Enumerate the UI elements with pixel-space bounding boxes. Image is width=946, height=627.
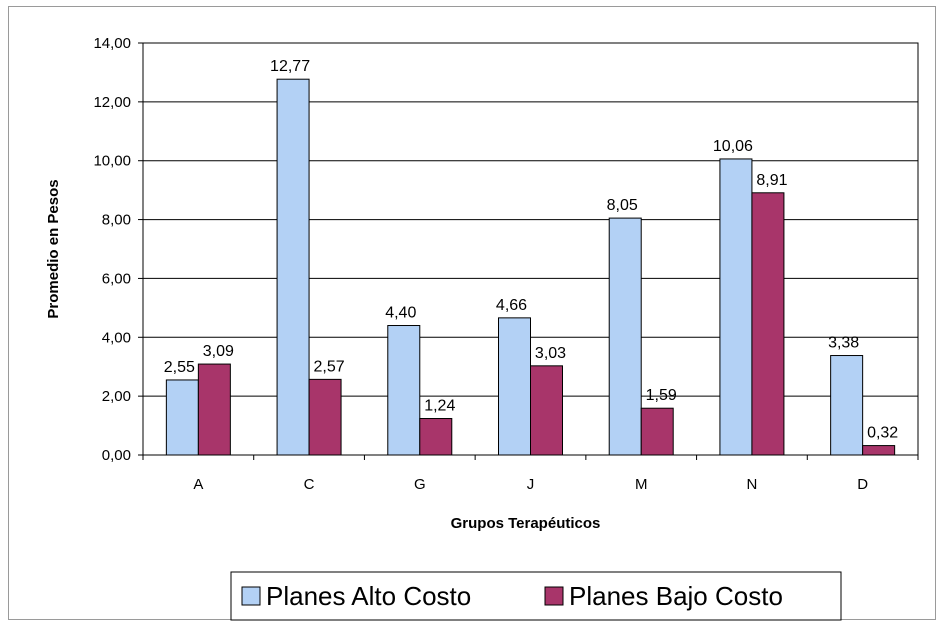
x-tick-label: G (414, 476, 426, 493)
legend-swatch-bajo-costo (544, 586, 564, 606)
x-tick-label: C (304, 476, 315, 493)
data-label: 3,38 (828, 335, 859, 352)
bar-alto-costo (387, 325, 421, 456)
bar-bajo-costo (530, 365, 563, 456)
x-axis-title: Grupos Terapéuticos (451, 515, 601, 532)
bar-alto-costo (830, 355, 864, 456)
x-tick-label: D (857, 476, 868, 493)
bar-alto-costo (276, 78, 310, 456)
data-label: 2,57 (314, 358, 345, 375)
data-label: 1,59 (646, 387, 677, 404)
legend: Planes Alto Costo Planes Bajo Costo (230, 571, 842, 621)
y-axis-title: Promedio en Pesos (45, 179, 62, 318)
bar-bajo-costo (419, 418, 453, 456)
bar-alto-costo (608, 217, 642, 456)
x-tick-label: M (635, 476, 648, 493)
y-tick-label: 6,00 (102, 270, 131, 287)
y-tick-label: 10,00 (93, 153, 131, 170)
data-label: 8,91 (756, 172, 787, 189)
x-tick-label: N (747, 476, 758, 493)
legend-box (230, 571, 842, 621)
bar-bajo-costo (751, 192, 785, 456)
data-label: 0,32 (867, 425, 898, 442)
legend-label-bajo-costo: Planes Bajo Costo (569, 581, 783, 611)
data-label: 4,40 (385, 305, 416, 322)
x-tick-label: J (527, 476, 535, 493)
bar-alto-costo (498, 317, 531, 456)
data-label: 1,24 (424, 398, 455, 415)
bar-bajo-costo (197, 363, 231, 456)
data-label: 3,03 (535, 345, 566, 362)
bar-alto-costo (719, 158, 753, 456)
y-tick-label: 2,00 (102, 388, 131, 405)
data-labels: 2,55 3,09 12,77 2,57 4,40 1,24 4,66 3,03 8,05 1,5… (164, 58, 899, 441)
bars (165, 78, 896, 456)
data-label: 2,55 (164, 359, 195, 376)
bar-bajo-costo (862, 445, 896, 456)
y-tick-label: 4,00 (102, 329, 131, 346)
legend-label-alto-costo: Planes Alto Costo (266, 581, 471, 611)
data-label: 4,66 (496, 297, 527, 314)
y-tick-label: 12,00 (93, 94, 131, 111)
axes: 0,00 2,00 4,00 6,00 8,00 10,00 12,00 14,00 A C G J M… (93, 35, 919, 493)
data-label: 8,05 (607, 197, 638, 214)
legend-swatch-alto-costo (241, 586, 261, 606)
data-label: 10,06 (713, 138, 753, 155)
data-label: 12,77 (270, 58, 310, 75)
data-label: 3,09 (203, 343, 234, 360)
x-tick-label: A (193, 476, 203, 493)
bar-bajo-costo (640, 407, 674, 456)
y-tick-label: 0,00 (102, 447, 131, 464)
y-tick-label: 8,00 (102, 212, 131, 229)
y-tick-label: 14,00 (93, 35, 131, 52)
bar-bajo-costo (308, 378, 342, 456)
bar-alto-costo (165, 379, 199, 456)
